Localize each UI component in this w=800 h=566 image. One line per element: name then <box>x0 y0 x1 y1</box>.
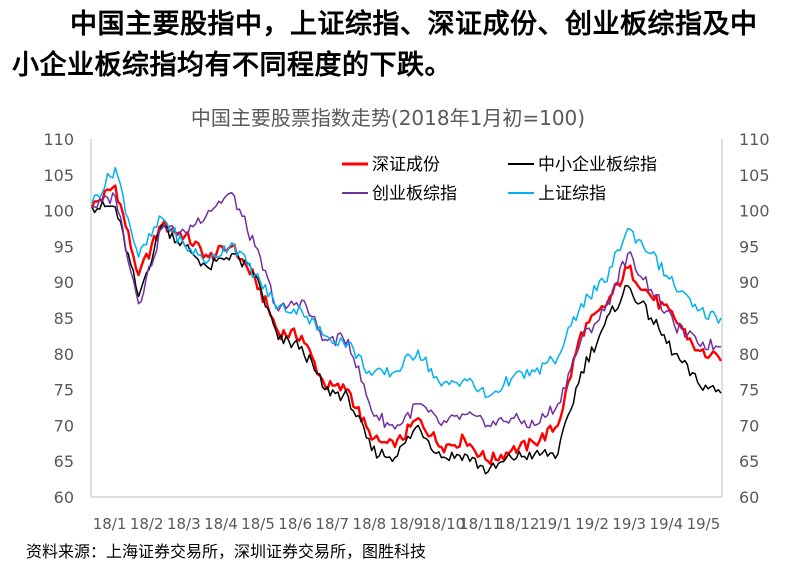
y-tick-label-right: 60 <box>739 488 759 507</box>
x-tick-label: 18/2 <box>130 515 164 533</box>
series-line-2 <box>91 200 722 475</box>
x-tick-label: 18/3 <box>167 515 201 533</box>
y-tick-label-right: 95 <box>739 237 759 256</box>
x-tick-label: 18/11 <box>459 515 502 533</box>
x-tick-label: 18/4 <box>204 515 238 533</box>
y-tick-label-right: 65 <box>739 452 759 471</box>
y-tick-label-left: 60 <box>54 488 74 507</box>
x-tick-label: 19/2 <box>575 515 609 533</box>
y-tick-label-right: 80 <box>739 345 759 364</box>
y-tick-label-left: 70 <box>54 416 74 435</box>
y-tick-label-right: 100 <box>739 202 770 221</box>
y-tick-label-left: 65 <box>54 452 74 471</box>
legend-label-4: 上证综指 <box>538 184 606 204</box>
x-tick-label: 18/1 <box>93 515 127 533</box>
x-tick-label: 18/10 <box>422 515 465 533</box>
x-tick-label: 19/4 <box>649 515 683 533</box>
y-tick-label-right: 75 <box>739 381 759 400</box>
chart-axes: 60 65 70 75 80 85 90 95 100 105 110 60 65 70 75 80 85 90 9… <box>43 130 769 533</box>
x-tick-label: 18/6 <box>278 515 312 533</box>
chart-title: 中国主要股票指数走势(2018年1月初=100) <box>191 106 585 130</box>
x-tick-label: 19/3 <box>612 515 646 533</box>
y-tick-label-left: 95 <box>54 237 74 256</box>
chart-series <box>90 166 723 475</box>
legend-label-2: 中小企业板综指 <box>538 155 657 175</box>
y-tick-label-left: 80 <box>54 345 74 364</box>
x-tick-label: 18/8 <box>353 515 387 533</box>
x-tick-label: 18/9 <box>390 515 424 533</box>
x-tick-label: 18/12 <box>496 515 539 533</box>
legend-label-1: 深证成份 <box>372 155 440 175</box>
y-tick-label-left: 105 <box>43 166 74 185</box>
source-note: 资料来源：上海证券交易所，深圳证券交易所，图胜科技 <box>26 542 427 561</box>
y-tick-label-right: 70 <box>739 416 759 435</box>
y-tick-label-right: 85 <box>739 309 759 328</box>
x-tick-label: 19/5 <box>687 515 721 533</box>
x-tick-label: 18/5 <box>241 515 275 533</box>
series-line-3 <box>91 191 722 430</box>
y-tick-label-left: 110 <box>43 130 74 149</box>
y-tick-label-left: 75 <box>54 381 74 400</box>
x-tick-label: 19/1 <box>538 515 572 533</box>
y-tick-label-right: 105 <box>739 166 770 185</box>
headline-line-2: 小企业板综指均有不同程度的下跌。 <box>12 50 452 81</box>
headline: 中国主要股指中，上证综指、深证成份、创业板综指及中 小企业板综指均有不同程度的下… <box>12 4 792 86</box>
x-tick-label: 18/7 <box>315 515 349 533</box>
y-tick-label-right: 110 <box>739 130 770 149</box>
y-tick-label-left: 85 <box>54 309 74 328</box>
series-line-1 <box>90 184 723 466</box>
series-line-4 <box>91 166 722 399</box>
y-tick-label-right: 90 <box>739 273 759 292</box>
y-tick-label-left: 100 <box>43 202 74 221</box>
legend-label-3: 创业板综指 <box>372 184 457 204</box>
y-tick-label-left: 90 <box>54 273 74 292</box>
headline-line-1: 中国主要股指中，上证综指、深证成份、创业板综指及中 <box>70 9 758 40</box>
